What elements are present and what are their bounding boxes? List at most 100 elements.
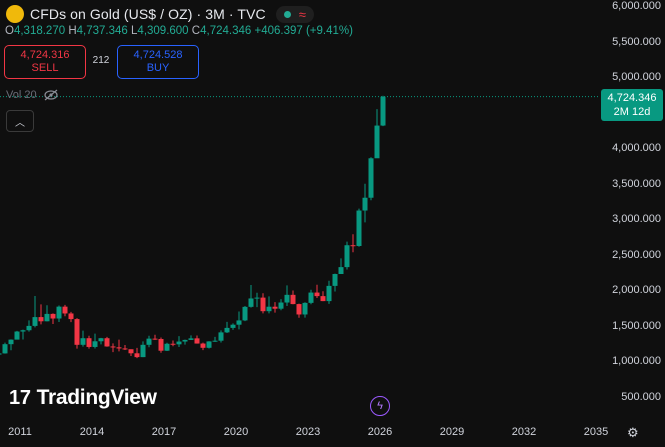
candle-body[interactable] <box>314 292 320 297</box>
volume-indicator[interactable]: Vol 20 <box>6 88 59 102</box>
collapse-legend-button[interactable]: ︿ <box>6 110 34 132</box>
eye-off-icon[interactable] <box>43 88 59 102</box>
candle-body[interactable] <box>248 298 254 307</box>
price-tick-label: 5,000.000 <box>612 71 661 84</box>
candle-body[interactable] <box>8 339 14 345</box>
price-chart[interactable] <box>0 0 600 420</box>
spread-value: 212 <box>92 55 110 66</box>
candle-body[interactable] <box>296 304 302 315</box>
candle-body[interactable] <box>368 158 374 198</box>
candle-body[interactable] <box>68 313 74 320</box>
candle-body[interactable] <box>140 344 146 358</box>
candle-body[interactable] <box>26 325 32 331</box>
candle-body[interactable] <box>338 267 344 275</box>
candle-body[interactable] <box>110 346 116 348</box>
price-tick-label: 2,000.000 <box>612 284 661 297</box>
candle-body[interactable] <box>344 245 350 268</box>
candle-body[interactable] <box>272 306 278 309</box>
candle-body[interactable] <box>230 324 236 328</box>
candle-body[interactable] <box>38 317 44 322</box>
price-tick-label: 5,500.000 <box>612 35 661 48</box>
candle-body[interactable] <box>332 274 338 286</box>
symbol-title[interactable]: CFDs on Gold (US$ / OZ) · 3M · TVC <box>30 6 266 22</box>
candle-body[interactable] <box>92 341 98 347</box>
price-tick-label: 1,500.000 <box>612 319 661 332</box>
candle-body[interactable] <box>104 338 110 347</box>
sell-button[interactable]: 4,724.316 SELL <box>4 45 86 79</box>
candle-body[interactable] <box>356 210 362 247</box>
candle-body[interactable] <box>200 343 206 348</box>
candle-body[interactable] <box>362 197 368 211</box>
lightning-event-icon[interactable]: ϟ <box>370 396 390 416</box>
candle-body[interactable] <box>134 353 140 358</box>
price-tick-label: 6,000.000 <box>612 0 661 12</box>
candle-body[interactable] <box>308 292 314 303</box>
candle-body[interactable] <box>74 319 80 345</box>
candle-body[interactable] <box>98 338 104 342</box>
candle-body[interactable] <box>14 331 20 340</box>
candle-body[interactable] <box>218 332 224 341</box>
time-tick-label: 2011 <box>8 426 32 438</box>
price-tick-label: 3,500.000 <box>612 177 661 190</box>
candle-body[interactable] <box>86 338 92 347</box>
candle-body[interactable] <box>32 317 38 326</box>
buy-price: 4,724.528 <box>133 49 183 61</box>
candle-body[interactable] <box>194 338 200 344</box>
candle-body[interactable] <box>278 302 284 309</box>
tradingview-logo-icon: 17 <box>9 386 31 409</box>
candle-body[interactable] <box>188 338 194 340</box>
candle-body[interactable] <box>320 296 326 302</box>
candle-body[interactable] <box>380 96 386 126</box>
ohlc-high: 4,737.346 <box>76 25 128 37</box>
candle-body[interactable] <box>182 339 188 342</box>
candle-body[interactable] <box>266 306 272 312</box>
candle-body[interactable] <box>374 125 380 159</box>
candle-body[interactable] <box>128 349 134 354</box>
time-axis[interactable]: 2011 2014 2017 2020 2023 2026 2029 2032 2035 <box>0 420 665 447</box>
candle-body[interactable] <box>284 294 290 303</box>
candle-body[interactable] <box>80 338 86 345</box>
candle-body[interactable] <box>176 341 182 345</box>
candle-body[interactable] <box>242 306 248 321</box>
candle-body[interactable] <box>152 338 158 340</box>
candle-body[interactable] <box>254 297 260 299</box>
time-tick-label: 2017 <box>151 426 177 438</box>
candle-body[interactable] <box>122 348 128 350</box>
chart-area[interactable] <box>0 0 600 420</box>
ohlc-open: 4,318.270 <box>13 25 66 37</box>
candle-body[interactable] <box>290 294 296 305</box>
candle-body[interactable] <box>212 340 218 342</box>
candle-body[interactable] <box>170 343 176 345</box>
candle-body[interactable] <box>56 306 62 319</box>
candle-body[interactable] <box>50 313 56 319</box>
candle-body[interactable] <box>158 338 164 351</box>
candle-body[interactable] <box>164 343 170 351</box>
time-tick-label: 2014 <box>79 426 105 438</box>
candles-group <box>0 95 386 359</box>
candle-body[interactable] <box>224 327 230 333</box>
candle-body[interactable] <box>20 330 26 332</box>
candle-body[interactable] <box>302 302 308 315</box>
candle-body[interactable] <box>206 341 212 348</box>
candle-body[interactable] <box>116 347 122 349</box>
status-dot-icon <box>283 10 291 18</box>
candle-body[interactable] <box>62 306 68 314</box>
candle-body[interactable] <box>146 338 152 345</box>
candle-body[interactable] <box>236 320 242 325</box>
wave-icon: ≈ <box>298 6 306 22</box>
candle-body[interactable] <box>44 313 50 322</box>
sell-label: SELL <box>31 62 59 74</box>
price-tick-label: 500.000 <box>621 391 661 403</box>
buy-button[interactable]: 4,724.528 BUY <box>117 45 199 79</box>
candle-body[interactable] <box>326 285 332 302</box>
ohlc-close-label: C <box>191 25 201 37</box>
price-axis[interactable]: 6,000.0005,500.0005,000.0004,500.0004,00… <box>600 0 665 420</box>
market-status-pill[interactable]: ≈ <box>275 5 314 23</box>
candle-body[interactable] <box>350 245 356 247</box>
candle-body[interactable] <box>0 353 2 355</box>
buy-label: BUY <box>146 62 170 74</box>
candle-body[interactable] <box>2 344 8 354</box>
candle-body[interactable] <box>260 297 266 312</box>
settings-gear-icon[interactable]: ⚙ <box>627 425 639 440</box>
chart-header: CFDs on Gold (US$ / OZ) · 3M · TVC ≈ <box>6 5 314 23</box>
